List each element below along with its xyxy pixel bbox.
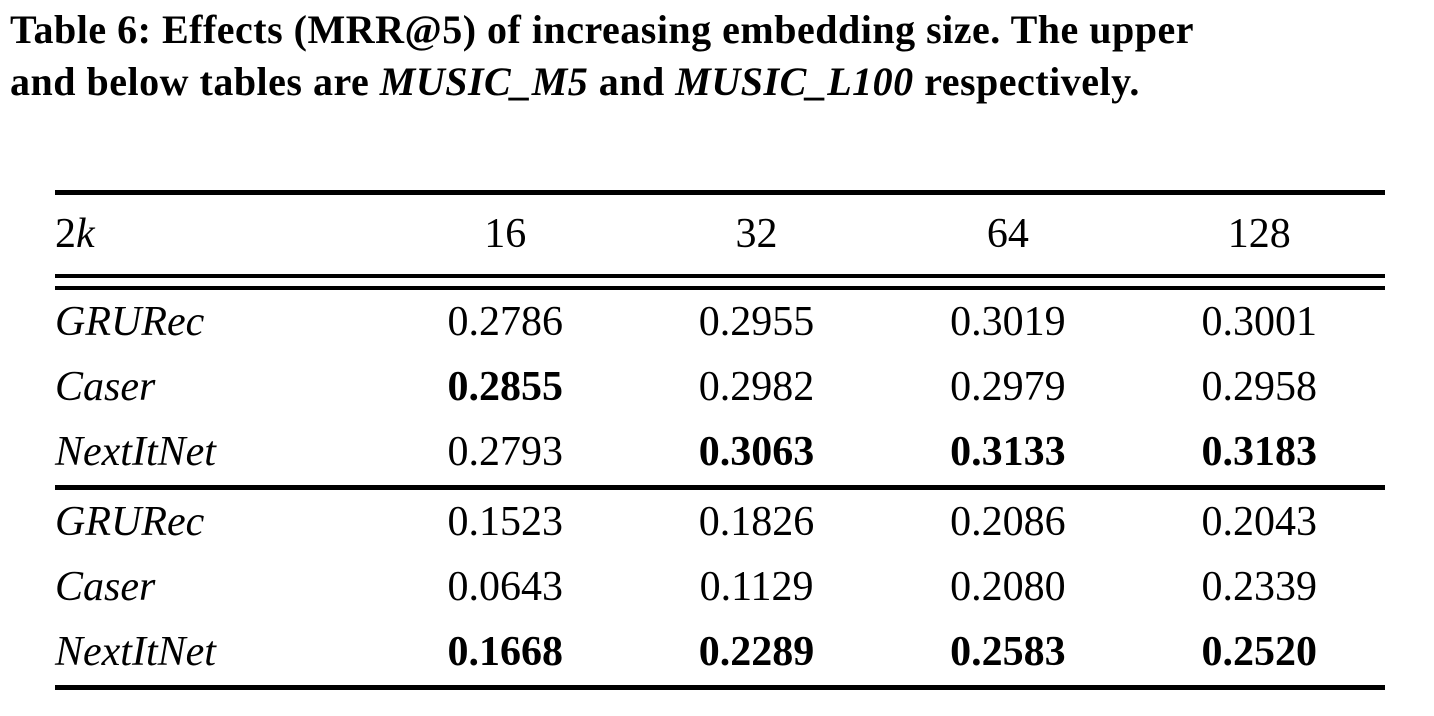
model-label: GRURec bbox=[55, 499, 205, 545]
results-table: 2k 16 32 64 128 GRURec 0.2786 0.2955 0.3… bbox=[55, 190, 1385, 690]
metric-value-cell: 0.3133 bbox=[950, 429, 1066, 475]
caption-line2: and below tables are MUSIC_M5 and MUSIC_… bbox=[10, 56, 1430, 108]
metric-value-cell: 0.2520 bbox=[1201, 629, 1318, 675]
caption-line2-post: respectively. bbox=[913, 59, 1140, 104]
metric-value-cell: 0.1826 bbox=[698, 499, 815, 545]
section-divider-rule bbox=[55, 485, 1385, 490]
metric-value-cell: 0.2982 bbox=[698, 364, 815, 410]
column-header-64: 64 bbox=[986, 211, 1029, 257]
metric-value-cell: 0.1129 bbox=[699, 564, 814, 610]
metric-value-cell: 0.2043 bbox=[1201, 499, 1318, 545]
table-row: GRURec 0.2786 0.2955 0.3019 0.3001 bbox=[55, 290, 1385, 355]
model-label: NextItNet bbox=[55, 429, 216, 475]
column-header-16: 16 bbox=[484, 211, 527, 257]
model-label: Caser bbox=[55, 564, 156, 610]
section-music-m5: GRURec 0.2786 0.2955 0.3019 0.3001 Caser… bbox=[55, 290, 1385, 485]
metric-value-cell: 0.1668 bbox=[447, 629, 563, 675]
header-double-rule-bottom bbox=[55, 286, 1385, 290]
column-header-32: 32 bbox=[735, 211, 778, 257]
column-header-128: 128 bbox=[1227, 211, 1291, 257]
header-double-rule-top bbox=[55, 274, 1385, 278]
table-row: GRURec 0.1523 0.1826 0.2086 0.2043 bbox=[55, 490, 1385, 555]
table-header: 2k 16 32 64 128 bbox=[55, 195, 1385, 274]
caption-line1: Table 6: Effects (MRR@5) of increasing e… bbox=[10, 7, 1194, 52]
dataset-name-music-m5: MUSIC_M5 bbox=[379, 59, 589, 104]
metric-value-cell: 0.2793 bbox=[447, 429, 563, 475]
metric-value-cell: 0.0643 bbox=[447, 564, 563, 610]
section-music-l100: GRURec 0.1523 0.1826 0.2086 0.2043 Caser… bbox=[55, 490, 1385, 685]
metric-value-cell: 0.3063 bbox=[698, 429, 815, 475]
metric-value-cell: 0.3019 bbox=[950, 299, 1066, 345]
model-label: GRURec bbox=[55, 299, 205, 345]
metric-value-cell: 0.2583 bbox=[950, 629, 1066, 675]
metric-value-cell: 0.2086 bbox=[950, 499, 1066, 545]
table-row: Caser 0.0643 0.1129 0.2080 0.2339 bbox=[55, 555, 1385, 620]
table-bottom-rule bbox=[55, 685, 1385, 690]
metric-value-cell: 0.2786 bbox=[447, 299, 563, 345]
table-row: NextItNet 0.2793 0.3063 0.3133 0.3183 bbox=[55, 420, 1385, 485]
metric-value-cell: 0.3001 bbox=[1201, 299, 1318, 345]
table-row: NextItNet 0.1668 0.2289 0.2583 0.2520 bbox=[55, 620, 1385, 685]
dataset-name-music-l100: MUSIC_L100 bbox=[675, 59, 914, 104]
header-k: k bbox=[76, 211, 95, 257]
caption-line2-mid: and bbox=[588, 59, 676, 104]
metric-value-cell: 0.2289 bbox=[698, 629, 815, 675]
model-label: Caser bbox=[55, 364, 156, 410]
metric-value-cell: 0.2979 bbox=[950, 364, 1066, 410]
metric-value-cell: 0.2080 bbox=[950, 564, 1066, 610]
header-row: 2k 16 32 64 128 bbox=[55, 195, 1385, 274]
header-2: 2 bbox=[55, 211, 76, 257]
table-row: Caser 0.2855 0.2982 0.2979 0.2958 bbox=[55, 355, 1385, 420]
header-2k: 2k bbox=[55, 195, 380, 274]
metric-value-cell: 0.2955 bbox=[698, 299, 815, 345]
table-caption: Table 6: Effects (MRR@5) of increasing e… bbox=[10, 4, 1430, 108]
metric-value-cell: 0.2958 bbox=[1201, 364, 1318, 410]
metric-value-cell: 0.2339 bbox=[1201, 564, 1318, 610]
metric-value-cell: 0.2855 bbox=[447, 364, 563, 410]
metric-value-cell: 0.1523 bbox=[447, 499, 563, 545]
caption-line2-pre: and below tables are bbox=[10, 59, 380, 104]
metric-value-cell: 0.3183 bbox=[1201, 429, 1318, 475]
table-top-rule bbox=[55, 190, 1385, 195]
model-label: NextItNet bbox=[55, 629, 216, 675]
